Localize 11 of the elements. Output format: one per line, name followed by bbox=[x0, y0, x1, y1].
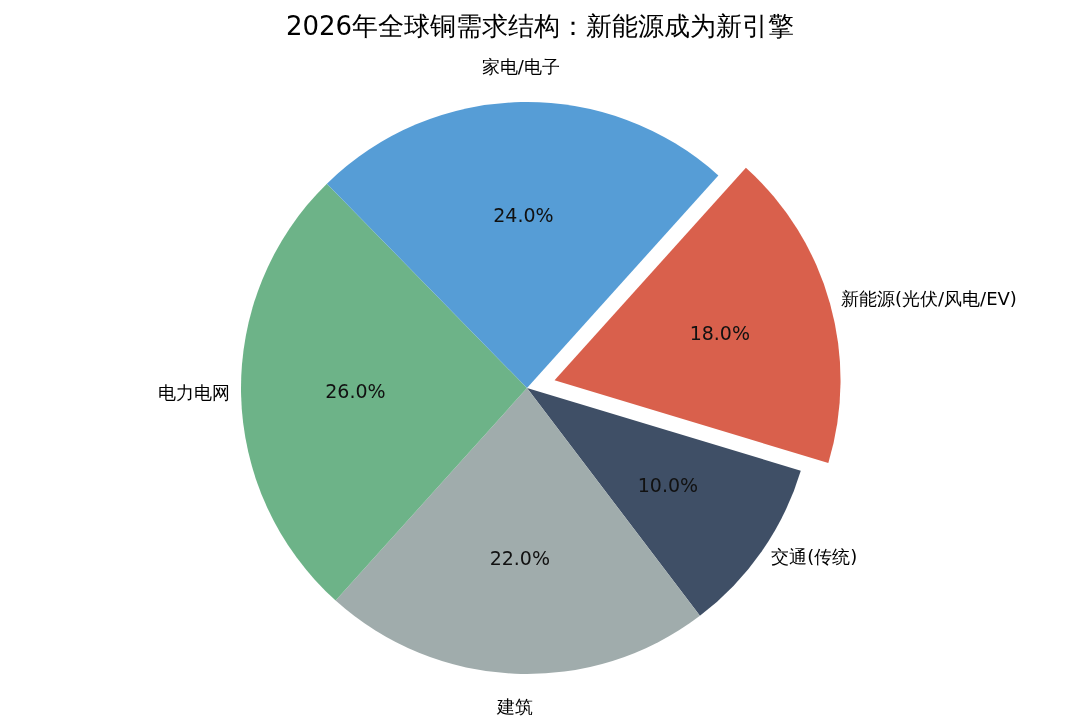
data-label: 26.0% bbox=[325, 379, 386, 402]
slice-label: 家电/电子 bbox=[481, 55, 560, 77]
data-label: 18.0% bbox=[689, 322, 750, 345]
slice-label: 建筑 bbox=[495, 696, 533, 718]
data-label: 24.0% bbox=[493, 204, 554, 227]
data-label: 22.0% bbox=[489, 547, 550, 570]
slice-label: 新能源(光伏/风电/EV) bbox=[841, 288, 1017, 310]
slice-label: 交通(传统) bbox=[771, 545, 858, 567]
slice-label: 电力电网 bbox=[157, 382, 230, 404]
data-label: 10.0% bbox=[637, 473, 699, 496]
chart-title: 2026年全球铜需求结构：新能源成为新引擎 bbox=[285, 11, 795, 41]
